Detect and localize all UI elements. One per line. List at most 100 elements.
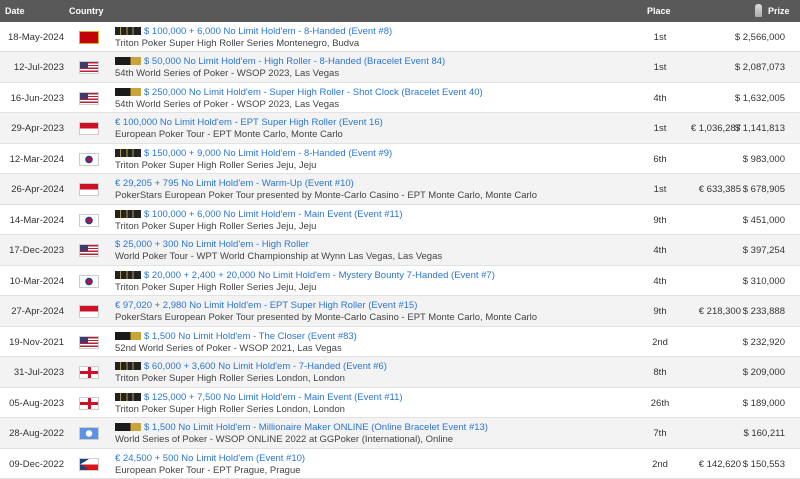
series-name: 54th World Series of Poker - WSOP 2023, … xyxy=(115,68,340,80)
local-prize: € 218,300 xyxy=(698,306,741,318)
country-flag xyxy=(79,396,99,410)
date: 14-Mar-2024 xyxy=(9,214,64,226)
tour-logo xyxy=(115,209,141,218)
table-row: 27-Apr-2024 € 97,020 + 2,980 No Limit Hol… xyxy=(0,296,800,327)
place: 8th xyxy=(653,367,667,379)
place: 9th xyxy=(653,306,667,318)
date: 26-Apr-2024 xyxy=(11,184,64,196)
country-flag xyxy=(79,305,99,319)
local-prize: € 633,385 xyxy=(698,184,741,196)
series-name: Triton Poker Super High Roller Series Je… xyxy=(115,159,317,171)
table-row: 10-Mar-2024 $ 20,000 + 2,400 + 20,000 No … xyxy=(0,266,800,297)
tour-logo xyxy=(115,27,141,35)
country-flag xyxy=(79,427,99,441)
header-country[interactable]: Country xyxy=(69,6,104,16)
event-link[interactable]: $ 60,000 + 3,600 No Limit Hold'em - 7-Ha… xyxy=(144,361,387,373)
place: 1st xyxy=(653,32,667,43)
date: 31-Jul-2023 xyxy=(13,367,64,379)
date: 12-Mar-2024 xyxy=(9,153,64,165)
table-row: 19-Nov-2021 $ 1,500 No Limit Hold'em - Th… xyxy=(0,327,800,358)
header-prize[interactable]: Prize xyxy=(768,6,790,16)
date: 17-Dec-2023 xyxy=(9,245,64,257)
event-link[interactable]: $ 1,500 No Limit Hold'em - The Closer (E… xyxy=(144,330,357,342)
event-link[interactable]: € 97,020 + 2,980 No Limit Hold'em - EPT … xyxy=(115,300,418,312)
event-link[interactable]: $ 100,000 + 6,000 No Limit Hold'em - Mai… xyxy=(144,208,403,220)
prize: $ 1,141,813 xyxy=(734,123,785,135)
prize: $ 983,000 xyxy=(742,153,785,165)
country-flag xyxy=(79,274,99,288)
prize: $ 451,000 xyxy=(742,214,785,226)
event-link[interactable]: $ 100,000 + 6,000 No Limit Hold'em - 8-H… xyxy=(144,26,393,37)
header-date[interactable]: Date xyxy=(5,6,25,16)
table-row: 26-Apr-2024 € 29,205 + 795 No Limit Hold'… xyxy=(0,174,800,205)
tour-logo xyxy=(115,270,141,279)
tour-logo xyxy=(115,331,141,340)
date: 09-Dec-2022 xyxy=(9,458,64,470)
table-row: 12-Jul-2023 $ 50,000 No Limit Hold'em - H… xyxy=(0,52,800,83)
place: 4th xyxy=(653,245,667,257)
country-flag xyxy=(79,335,99,349)
place: 2nd xyxy=(652,336,668,348)
date: 29-Apr-2023 xyxy=(11,123,64,135)
series-name: European Poker Tour - EPT Monte Carlo, M… xyxy=(115,129,343,141)
event-link[interactable]: $ 125,000 + 7,500 No Limit Hold'em - Mai… xyxy=(144,391,403,403)
place: 4th xyxy=(653,275,667,287)
prize: $ 310,000 xyxy=(742,275,785,287)
series-name: Triton Poker Super High Roller Series Je… xyxy=(115,281,317,293)
event-link[interactable]: € 29,205 + 795 No Limit Hold'em - Warm-U… xyxy=(115,178,354,190)
series-name: World Series of Poker - WSOP ONLINE 2022… xyxy=(115,434,454,446)
place: 2nd xyxy=(652,458,668,470)
event-link[interactable]: $ 150,000 + 9,000 No Limit Hold'em - 8-H… xyxy=(144,147,393,159)
date: 18-May-2024 xyxy=(8,32,64,43)
prize: $ 232,920 xyxy=(742,336,785,348)
event-link[interactable]: $ 25,000 + 300 No Limit Hold'em - High R… xyxy=(115,239,309,251)
tour-logo xyxy=(115,423,141,432)
place: 4th xyxy=(653,92,667,104)
place: 1st xyxy=(653,184,667,196)
place: 26th xyxy=(650,397,670,409)
prize-icon xyxy=(755,4,762,17)
date: 16-Jun-2023 xyxy=(10,92,64,104)
series-name: PokerStars European Poker Tour presented… xyxy=(115,312,538,324)
country-flag xyxy=(79,457,99,471)
event-link[interactable]: $ 20,000 + 2,400 + 20,000 No Limit Hold'… xyxy=(144,269,495,281)
event-link[interactable]: € 100,000 No Limit Hold'em - EPT Super H… xyxy=(115,117,383,129)
table-row: 17-Dec-2023 $ 25,000 + 300 No Limit Hold'… xyxy=(0,235,800,266)
local-prize: € 1,036,287 xyxy=(690,123,741,135)
tour-logo xyxy=(115,392,141,401)
date: 19-Nov-2021 xyxy=(9,336,64,348)
table-row: 05-Aug-2023 $ 125,000 + 7,500 No Limit Ho… xyxy=(0,388,800,419)
event-link[interactable]: € 24,500 + 500 No Limit Hold'em (Event #… xyxy=(115,452,306,464)
table-row: 16-Jun-2023 $ 250,000 No Limit Hold'em - … xyxy=(0,83,800,114)
country-flag xyxy=(79,61,99,75)
table-row: 18-May-2024 $ 100,000 + 6,000 No Limit Ho… xyxy=(0,22,800,53)
header-place[interactable]: Place xyxy=(647,6,671,16)
place: 6th xyxy=(653,153,667,165)
series-name: Triton Poker Super High Roller Series Mo… xyxy=(115,38,360,49)
prize: $ 678,905 xyxy=(742,184,785,196)
prize: $ 189,000 xyxy=(742,397,785,409)
country-flag xyxy=(79,31,99,44)
tour-logo xyxy=(115,57,141,66)
tour-logo xyxy=(115,148,141,157)
event-link[interactable]: $ 1,500 No Limit Hold'em - Millionaire M… xyxy=(144,422,488,434)
place: 1st xyxy=(653,123,667,135)
event-link[interactable]: $ 250,000 No Limit Hold'em - Super High … xyxy=(144,86,483,98)
table-row: 31-Jul-2023 $ 60,000 + 3,600 No Limit Hol… xyxy=(0,357,800,388)
prize: $ 397,254 xyxy=(742,245,785,257)
place: 1st xyxy=(653,62,667,74)
event-link[interactable]: $ 50,000 No Limit Hold'em - High Roller … xyxy=(144,56,446,68)
country-flag xyxy=(79,152,99,166)
series-name: Triton Poker Super High Roller Series Lo… xyxy=(115,373,345,385)
place: 7th xyxy=(653,428,667,440)
prize: $ 2,087,073 xyxy=(734,62,785,74)
tour-logo xyxy=(115,87,141,96)
table-row: 09-Dec-2022 € 24,500 + 500 No Limit Hold'… xyxy=(0,449,800,479)
date: 27-Apr-2024 xyxy=(11,306,64,318)
prize: $ 209,000 xyxy=(742,367,785,379)
date: 10-Mar-2024 xyxy=(9,275,64,287)
series-name: 52nd World Series of Poker - WSOP 2021, … xyxy=(115,342,342,354)
country-flag xyxy=(79,122,99,136)
series-name: PokerStars European Poker Tour presented… xyxy=(115,190,538,202)
